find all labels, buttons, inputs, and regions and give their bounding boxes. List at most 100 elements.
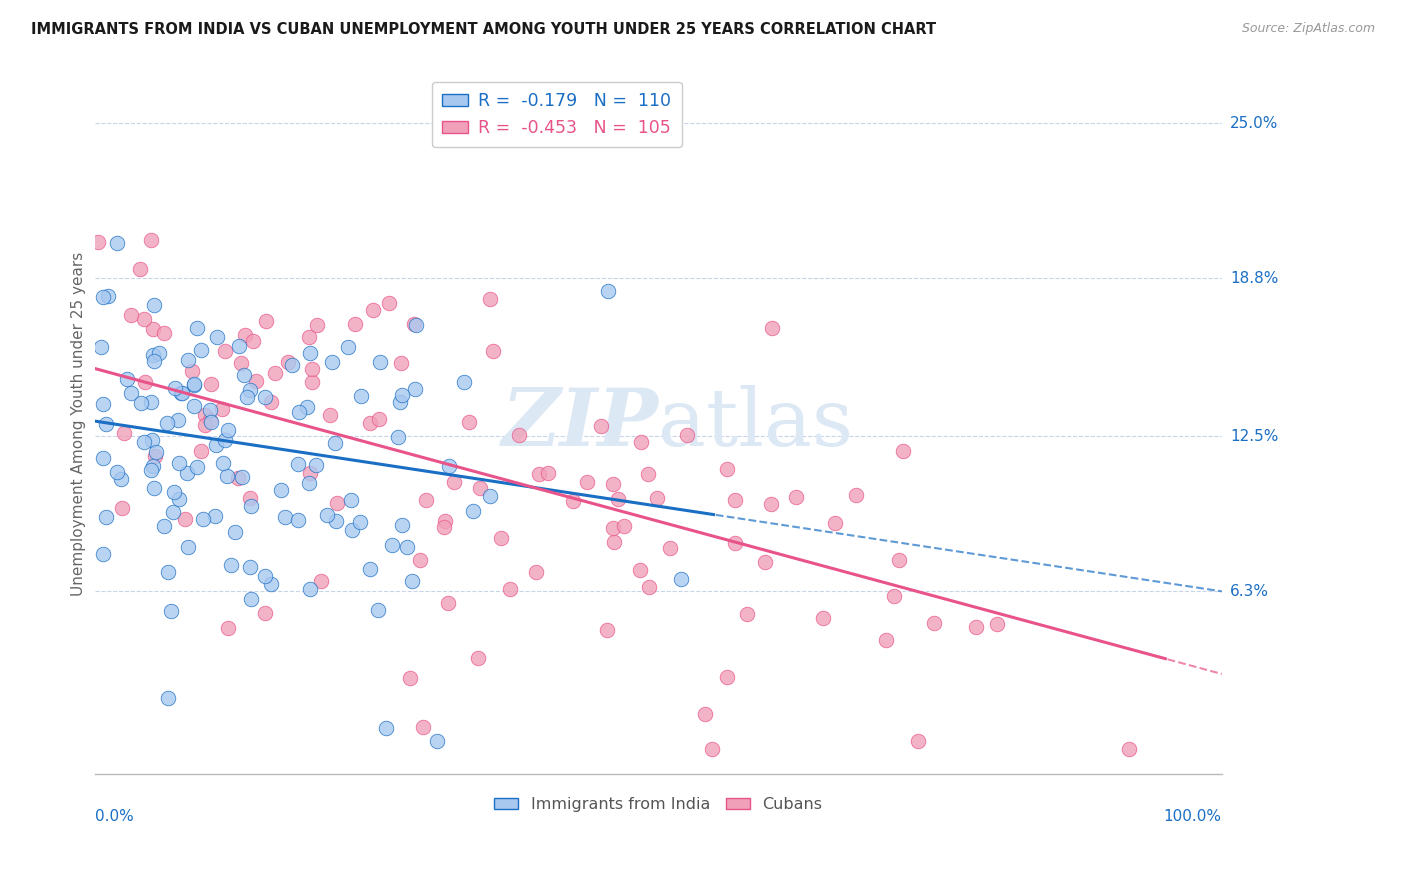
Point: [321, 355, 343, 369]
Point: [508, 428, 530, 442]
Point: [759, 497, 782, 511]
Point: [217, 469, 239, 483]
Text: Source: ZipAtlas.com: Source: ZipAtlas.com: [1241, 22, 1375, 36]
Point: [845, 488, 868, 502]
Point: [134, 375, 156, 389]
Point: [177, 353, 200, 368]
Point: [1118, 742, 1140, 756]
Text: 12.5%: 12.5%: [1230, 428, 1278, 443]
Point: [716, 670, 738, 684]
Point: [254, 390, 277, 404]
Y-axis label: Unemployment Among Youth under 25 years: Unemployment Among Youth under 25 years: [72, 252, 86, 596]
Point: [405, 318, 427, 332]
Point: [323, 435, 346, 450]
Point: [142, 348, 165, 362]
Point: [145, 445, 167, 459]
Point: [254, 313, 277, 327]
Point: [375, 721, 398, 735]
Point: [295, 401, 318, 415]
Point: [457, 415, 479, 429]
Point: [399, 671, 422, 685]
Point: [193, 512, 215, 526]
Point: [602, 521, 624, 535]
Point: [389, 395, 412, 409]
Point: [404, 382, 426, 396]
Point: [167, 456, 190, 470]
Point: [162, 505, 184, 519]
Point: [453, 376, 475, 390]
Point: [637, 467, 659, 482]
Point: [139, 463, 162, 477]
Point: [401, 574, 423, 589]
Point: [190, 343, 212, 358]
Point: [287, 513, 309, 527]
Point: [96, 417, 118, 431]
Point: [785, 491, 807, 505]
Point: [254, 606, 277, 620]
Point: [603, 534, 626, 549]
Point: [157, 565, 180, 579]
Point: [336, 340, 359, 354]
Point: [889, 553, 911, 567]
Point: [426, 734, 449, 748]
Point: [724, 535, 747, 549]
Point: [499, 582, 522, 596]
Point: [658, 541, 681, 555]
Point: [148, 345, 170, 359]
Point: [319, 409, 342, 423]
Text: 100.0%: 100.0%: [1164, 809, 1222, 824]
Point: [645, 491, 668, 505]
Point: [205, 438, 228, 452]
Point: [200, 403, 222, 417]
Point: [607, 492, 630, 507]
Point: [231, 470, 253, 484]
Text: 18.8%: 18.8%: [1230, 271, 1278, 285]
Point: [409, 553, 432, 567]
Point: [527, 467, 550, 481]
Text: 0.0%: 0.0%: [94, 809, 134, 824]
Point: [598, 284, 620, 298]
Point: [156, 416, 179, 430]
Point: [231, 356, 253, 370]
Point: [94, 510, 117, 524]
Point: [675, 427, 697, 442]
Point: [628, 563, 651, 577]
Point: [479, 292, 502, 306]
Point: [172, 385, 194, 400]
Point: [200, 415, 222, 429]
Point: [281, 358, 304, 372]
Point: [242, 334, 264, 348]
Point: [232, 368, 254, 382]
Point: [299, 582, 322, 597]
Point: [200, 377, 222, 392]
Point: [120, 308, 142, 322]
Point: [537, 466, 560, 480]
Point: [240, 499, 263, 513]
Point: [224, 524, 246, 539]
Point: [907, 734, 929, 748]
Point: [141, 233, 163, 247]
Point: [671, 572, 693, 586]
Point: [170, 385, 193, 400]
Point: [287, 457, 309, 471]
Point: [141, 433, 163, 447]
Point: [305, 318, 328, 332]
Point: [181, 364, 204, 378]
Point: [186, 460, 208, 475]
Point: [190, 443, 212, 458]
Point: [226, 471, 249, 485]
Point: [270, 483, 292, 498]
Point: [239, 560, 262, 574]
Point: [217, 423, 239, 437]
Point: [630, 435, 652, 450]
Text: 25.0%: 25.0%: [1230, 116, 1278, 130]
Point: [183, 378, 205, 392]
Point: [433, 515, 456, 529]
Point: [395, 540, 418, 554]
Point: [193, 418, 215, 433]
Point: [273, 509, 295, 524]
Point: [204, 508, 226, 523]
Point: [891, 444, 914, 458]
Point: [167, 413, 190, 427]
Point: [163, 381, 186, 395]
